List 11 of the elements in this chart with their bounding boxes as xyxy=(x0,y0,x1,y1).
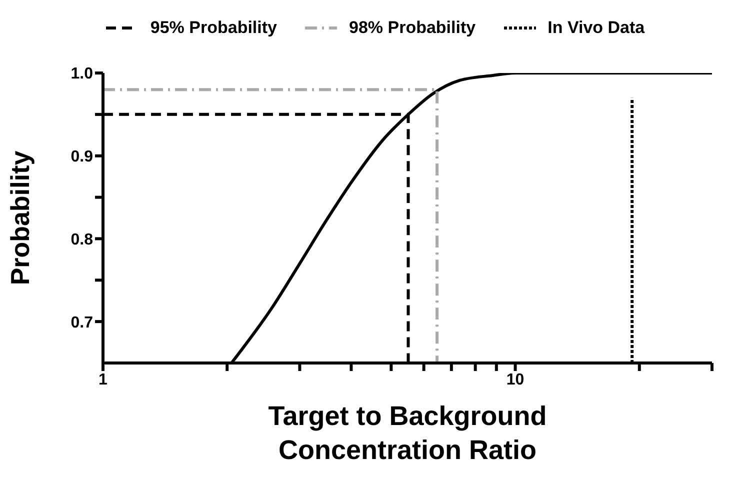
y-tick-label: 0.7 xyxy=(70,314,94,332)
y-tick-label: 0.8 xyxy=(70,231,94,248)
y-tick-label: 0.9 xyxy=(70,148,94,166)
x-tick-label: 10 xyxy=(506,371,524,388)
x-axis-title: Target to Background Concentration Ratio xyxy=(267,400,548,467)
legend-label: 98% Probability xyxy=(349,18,476,38)
legend-label: In Vivo Data xyxy=(548,18,645,38)
x-tick-label: 1 xyxy=(98,371,108,388)
y-axis-title: Probability xyxy=(5,150,36,286)
y-tick-label: 1.0 xyxy=(70,66,94,83)
legend-label: 95% Probability xyxy=(150,18,277,38)
